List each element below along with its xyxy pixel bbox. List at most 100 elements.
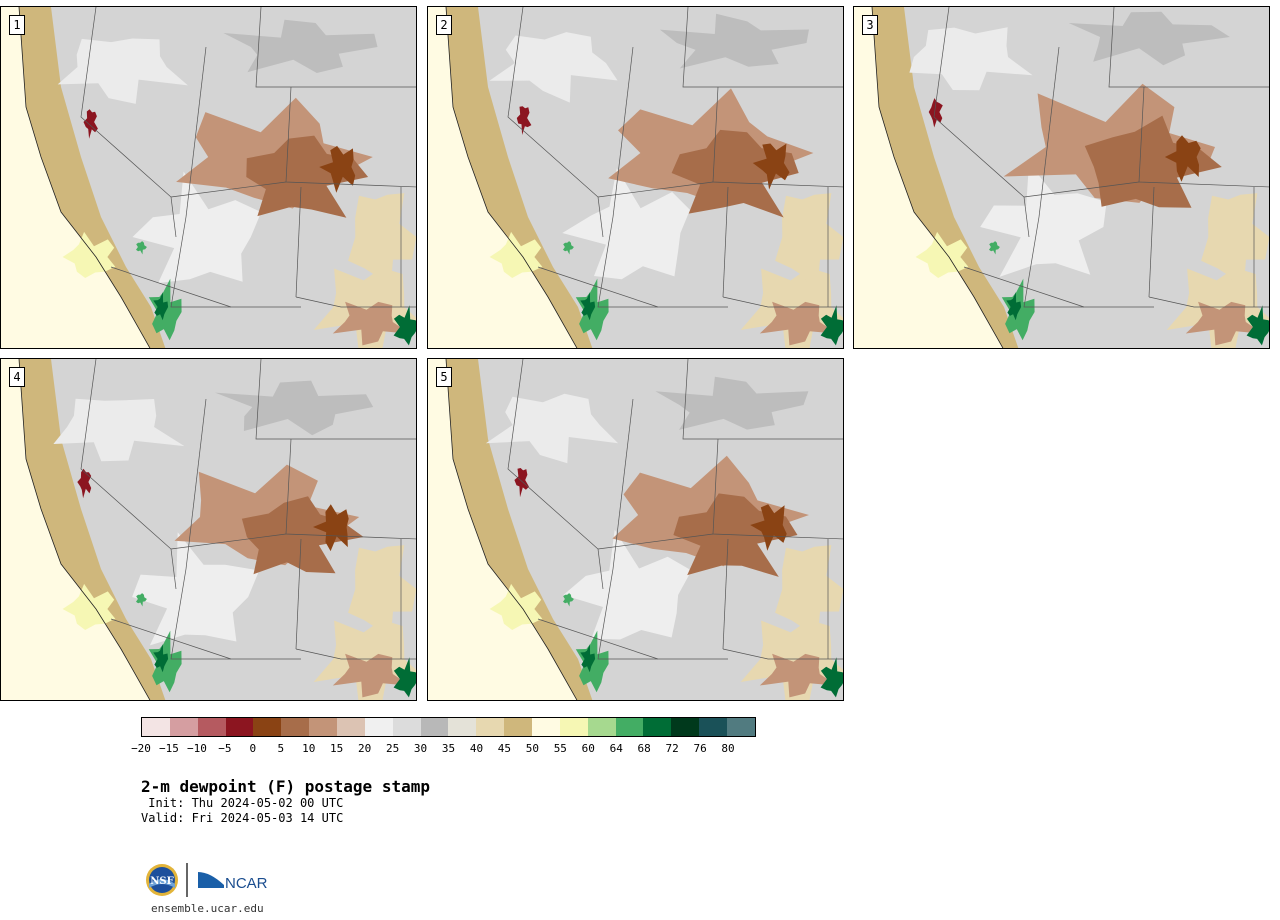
colorbar-tick-label: 35 [441,742,456,755]
dewpoint-region [563,529,692,640]
colorbar-tick-label: 20 [358,742,372,755]
state-border [933,7,1030,238]
dewpoint-region [136,593,147,607]
dewpoint-region [759,653,837,698]
dewpoint-map [854,7,1269,348]
nsf-logo-text: NSF [150,876,173,887]
dewpoint-region [775,193,843,296]
colorbar-swatch [476,718,505,736]
colorbar-tick-label: 15 [330,742,344,755]
colorbar-tick-label: 80 [721,742,735,755]
state-border [722,186,729,298]
logo-area: NSF NCAR [144,860,284,900]
state-border [963,266,1085,308]
colorbar-swatch [225,718,254,736]
colorbar-swatch [281,718,310,736]
state-border [170,568,301,660]
state-border [597,533,714,550]
dewpoint-region [489,32,618,103]
dewpoint-map [428,7,843,348]
state-border [170,181,287,198]
colorbar-swatch [587,718,616,736]
colorbar-tick-label: 25 [385,742,400,755]
dewpoint-region [223,19,378,73]
panel-number: 1 [9,15,25,35]
dewpoint-region [980,163,1107,277]
dewpoint-map [428,359,843,700]
dewpoint-region [393,305,416,346]
state-border [1023,216,1154,308]
dewpoint-region [1201,193,1269,296]
state-border [185,46,207,218]
dewpoint-region [393,657,416,698]
panel-number: 2 [436,15,452,35]
state-border [722,538,729,650]
dewpoint-region [820,657,843,698]
dewpoint-region [820,305,843,346]
colorbar-swatch [532,718,560,736]
dewpoint-region [57,38,188,104]
colorbar-swatch [420,718,449,736]
colorbar-swatch [392,718,421,736]
colorbar-tick-label: 30 [413,742,428,755]
state-border [507,7,604,238]
dewpoint-region [53,398,185,462]
colorbar-tick-label: 5 [277,742,285,755]
colorbar-swatch [169,718,198,736]
state-border [1038,46,1060,218]
state-border [80,7,177,238]
dewpoint-region [1246,305,1269,346]
colorbar-ticks: −20 −15 −10 −5 0 5 10 15 20 25 30 35 40 45 50 55 60 64 68 7… [131,742,756,758]
state-border [1148,186,1155,298]
colorbar [141,717,756,737]
colorbar-swatch [643,718,672,736]
dewpoint-region [563,241,574,255]
state-border [295,538,302,650]
colorbar-tick-label: 50 [525,742,539,755]
dewpoint-region [775,545,843,648]
state-border [1108,7,1269,88]
dewpoint-region [909,27,1033,91]
dewpoint-region [241,496,364,575]
map-panel-5: 5 [427,358,844,701]
colorbar-swatch [671,718,700,736]
dewpoint-region [1185,301,1263,346]
valid-time: Valid: Fri 2024-05-03 14 UTC [141,811,344,825]
state-border [255,359,416,440]
colorbar-tick-label: −5 [218,742,232,755]
dewpoint-region [132,532,260,646]
dewpoint-region [485,393,619,464]
dewpoint-map [1,359,416,700]
map-panel-1: 1 [0,6,417,349]
dewpoint-region [153,292,169,321]
coastline [871,7,1004,348]
state-border [612,398,634,570]
website-url: ensemble.ucar.edu [151,902,264,915]
colorbar-swatch [142,718,170,736]
colorbar-swatch [364,718,393,736]
colorbar-swatch [727,718,755,736]
dewpoint-region [514,468,529,498]
dewpoint-region [759,301,837,346]
dewpoint-region [989,241,1000,255]
colorbar-tick-label: 40 [469,742,484,755]
dewpoint-map [1,7,416,348]
dewpoint-region [132,171,262,284]
nsf-ncar-logo: NSF NCAR [146,863,268,897]
colorbar-tick-label: 72 [665,742,679,755]
colorbar-tick-label: 64 [609,742,623,755]
panel-number: 5 [436,367,452,387]
dewpoint-region [136,241,147,255]
colorbar-tick-label: 60 [581,742,595,755]
dewpoint-region [77,468,92,499]
state-border [597,216,728,308]
dewpoint-region [516,106,532,135]
dewpoint-region [928,98,943,128]
dewpoint-region [153,644,169,673]
colorbar-swatch [699,718,728,736]
map-panel-3: 3 [853,6,1270,349]
state-border [110,266,232,308]
colorbar-tick-label: 10 [302,742,316,755]
state-border [597,568,728,660]
state-border [597,181,714,198]
